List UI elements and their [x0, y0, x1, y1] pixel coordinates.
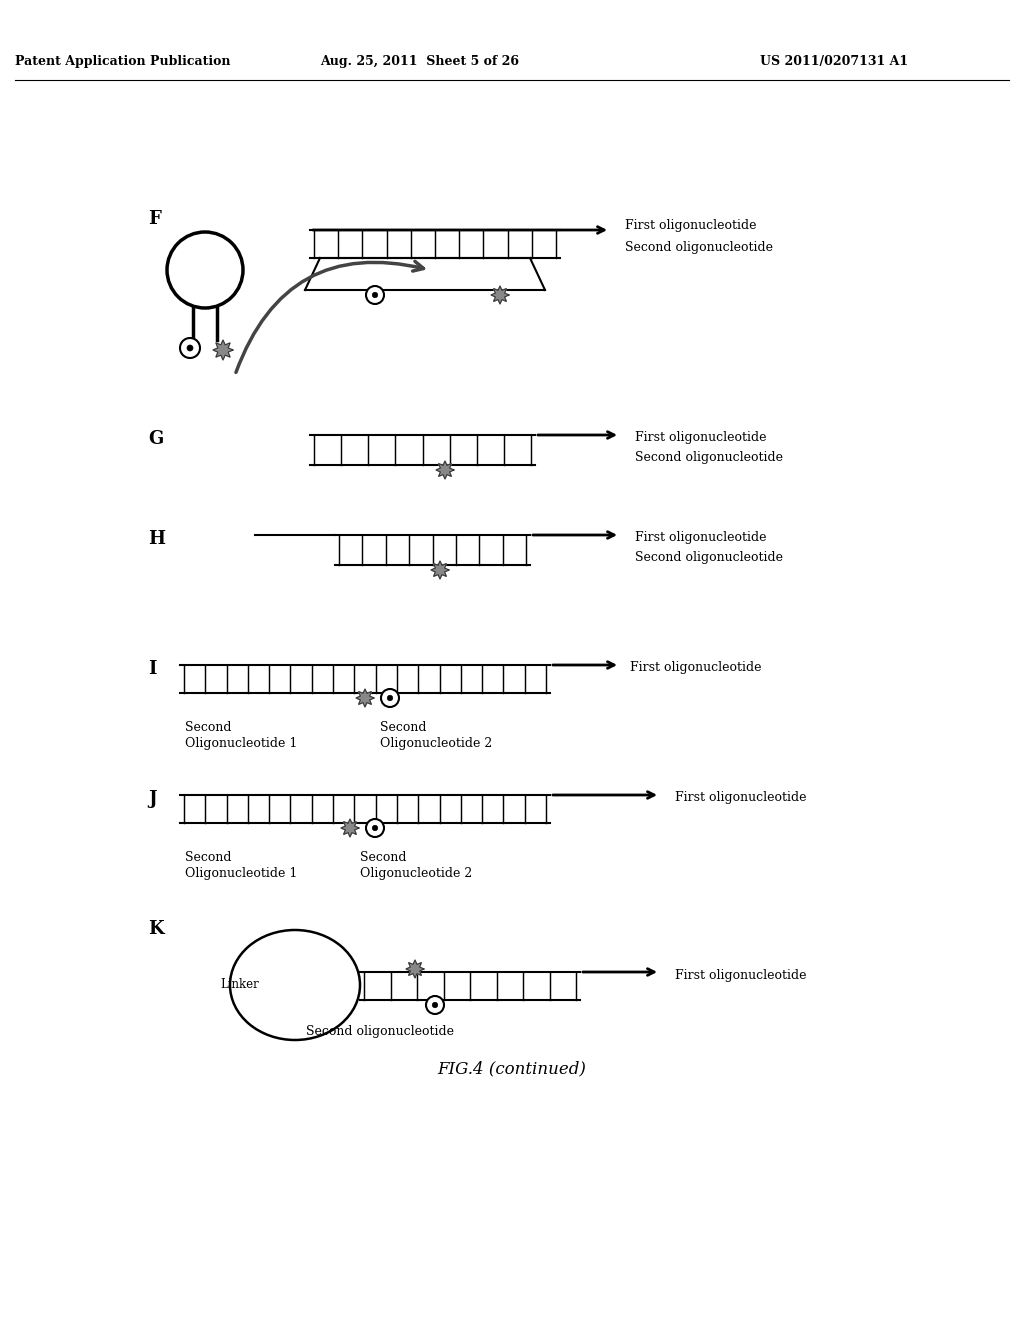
Polygon shape: [213, 341, 233, 360]
Text: K: K: [148, 920, 164, 939]
Text: Second oligonucleotide: Second oligonucleotide: [306, 1026, 454, 1038]
Text: Linker: Linker: [220, 978, 259, 991]
Polygon shape: [356, 689, 374, 708]
Text: First oligonucleotide: First oligonucleotide: [630, 661, 762, 675]
Text: FIG.4 (continued): FIG.4 (continued): [437, 1060, 587, 1077]
Circle shape: [373, 825, 378, 830]
Text: Aug. 25, 2011  Sheet 5 of 26: Aug. 25, 2011 Sheet 5 of 26: [321, 55, 519, 69]
Text: G: G: [148, 430, 163, 447]
Circle shape: [381, 689, 399, 708]
Circle shape: [366, 286, 384, 304]
Circle shape: [187, 345, 193, 351]
Circle shape: [366, 818, 384, 837]
Text: H: H: [148, 531, 165, 548]
Text: US 2011/0207131 A1: US 2011/0207131 A1: [760, 55, 908, 69]
Text: Second oligonucleotide: Second oligonucleotide: [625, 242, 773, 255]
Text: Second: Second: [380, 721, 427, 734]
Text: Second: Second: [185, 851, 231, 865]
Text: Second oligonucleotide: Second oligonucleotide: [635, 550, 783, 564]
Text: First oligonucleotide: First oligonucleotide: [675, 792, 807, 804]
Polygon shape: [406, 960, 424, 978]
Text: F: F: [148, 210, 161, 228]
Text: First oligonucleotide: First oligonucleotide: [625, 219, 757, 232]
Text: I: I: [148, 660, 157, 678]
Polygon shape: [431, 561, 449, 579]
Text: Patent Application Publication: Patent Application Publication: [15, 55, 230, 69]
Ellipse shape: [230, 931, 360, 1040]
Text: First oligonucleotide: First oligonucleotide: [635, 532, 767, 544]
Polygon shape: [436, 461, 454, 479]
Text: Oligonucleotide 1: Oligonucleotide 1: [185, 867, 297, 880]
Text: Oligonucleotide 1: Oligonucleotide 1: [185, 737, 297, 750]
Polygon shape: [490, 286, 509, 304]
Polygon shape: [341, 818, 359, 837]
Text: First oligonucleotide: First oligonucleotide: [635, 432, 767, 445]
Circle shape: [373, 292, 378, 298]
Text: Oligonucleotide 2: Oligonucleotide 2: [380, 737, 493, 750]
Circle shape: [180, 338, 200, 358]
Text: J: J: [148, 789, 157, 808]
Text: Second: Second: [185, 721, 231, 734]
Circle shape: [426, 997, 444, 1014]
Circle shape: [387, 696, 392, 701]
Text: Second oligonucleotide: Second oligonucleotide: [635, 450, 783, 463]
Text: Oligonucleotide 2: Oligonucleotide 2: [360, 867, 472, 880]
Text: First oligonucleotide: First oligonucleotide: [675, 969, 807, 982]
Text: Second: Second: [360, 851, 407, 865]
Circle shape: [432, 1002, 437, 1007]
Circle shape: [167, 232, 243, 308]
